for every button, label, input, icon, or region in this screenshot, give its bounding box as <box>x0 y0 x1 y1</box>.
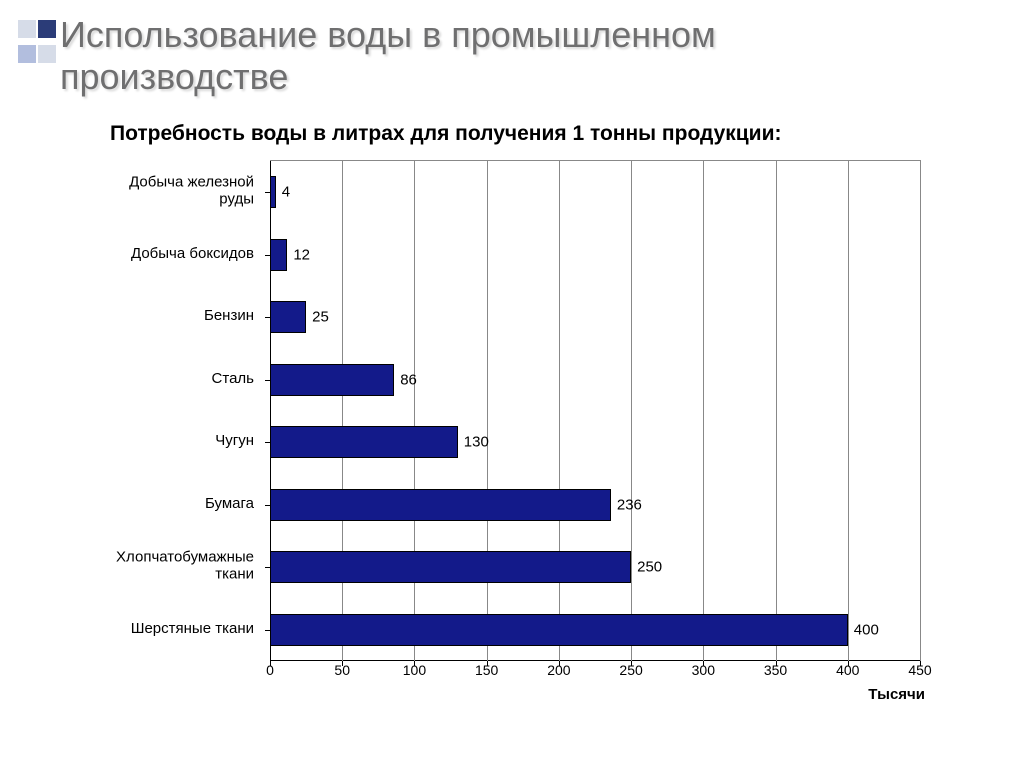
y-axis-labels: Добыча железнойрудыДобыча боксидовБензин… <box>95 160 260 660</box>
grid-line <box>920 161 921 661</box>
grid-line <box>703 161 704 661</box>
slide-title: Использование воды в промышленном произв… <box>60 14 940 99</box>
x-tick-label: 450 <box>900 662 940 678</box>
chart: Добыча железнойрудыДобыча боксидовБензин… <box>95 160 955 730</box>
bar <box>270 239 287 271</box>
bar <box>270 176 276 208</box>
grid-line <box>487 161 488 661</box>
x-tick-label: 0 <box>250 662 290 678</box>
x-tick-label: 350 <box>756 662 796 678</box>
bar <box>270 551 631 583</box>
y-axis-category-label: Сталь <box>89 371 254 388</box>
grid-line <box>342 161 343 661</box>
grid-line <box>559 161 560 661</box>
bar-value-label: 250 <box>633 559 662 576</box>
bar <box>270 426 458 458</box>
grid-line <box>776 161 777 661</box>
bar-value-label: 86 <box>396 371 417 388</box>
x-tick-label: 150 <box>467 662 507 678</box>
x-axis-label: Тысячи <box>868 686 925 703</box>
y-axis-category-label: Добыча боксидов <box>89 246 254 263</box>
bar <box>270 489 611 521</box>
x-tick-label: 100 <box>394 662 434 678</box>
x-axis-line <box>270 660 920 661</box>
y-axis-category-label: Шерстяные ткани <box>89 621 254 638</box>
bar-value-label: 25 <box>308 309 329 326</box>
bar <box>270 301 306 333</box>
grid-line <box>414 161 415 661</box>
chart-title: Потребность воды в литрах для получения … <box>110 122 782 146</box>
y-axis-category-label: Добыча железнойруды <box>89 175 254 208</box>
x-tick-label: 400 <box>828 662 868 678</box>
grid-line <box>631 161 632 661</box>
plot-area: 4 12 25 86 130 236 250 400 <box>270 160 921 661</box>
x-tick-label: 300 <box>683 662 723 678</box>
y-axis-category-label: Хлопчатобумажныеткани <box>89 550 254 583</box>
bar-value-label: 4 <box>278 184 290 201</box>
y-axis-line <box>270 161 271 661</box>
bar-value-label: 130 <box>460 434 489 451</box>
bar-value-label: 12 <box>289 246 310 263</box>
y-axis-category-label: Бумага <box>89 496 254 513</box>
bar <box>270 364 394 396</box>
bar <box>270 614 848 646</box>
slide: Использование воды в промышленном произв… <box>0 0 1024 768</box>
slide-title-bar: Использование воды в промышленном произв… <box>0 0 1024 117</box>
y-axis-category-label: Чугун <box>89 433 254 450</box>
x-tick-label: 50 <box>322 662 362 678</box>
grid-line <box>848 161 849 661</box>
x-tick-label: 200 <box>539 662 579 678</box>
bar-value-label: 400 <box>850 621 879 638</box>
y-axis-category-label: Бензин <box>89 308 254 325</box>
x-tick-label: 250 <box>611 662 651 678</box>
bar-value-label: 236 <box>613 496 642 513</box>
